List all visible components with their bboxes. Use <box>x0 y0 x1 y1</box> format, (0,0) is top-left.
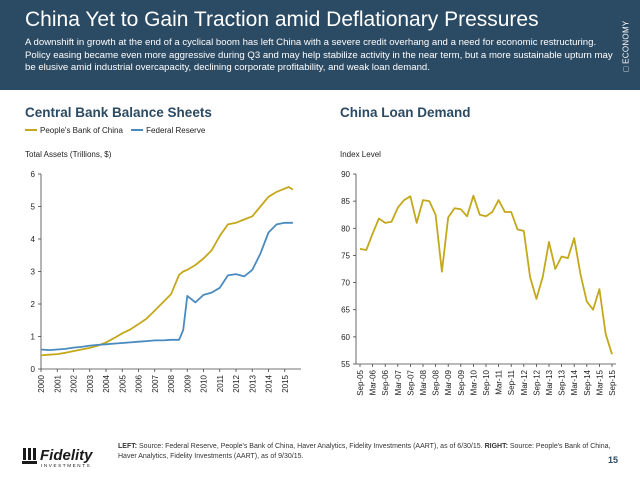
legend-label-pboc: People's Bank of China <box>40 125 123 135</box>
right-x-tick-label: Mar-15 <box>595 369 604 395</box>
right-chart-y-axis-title: Index Level <box>340 150 381 159</box>
left-x-tick-label: 2005 <box>118 374 127 392</box>
left-x-tick-label: 2012 <box>232 374 241 392</box>
series-line-loan-demand <box>359 194 613 355</box>
left-x-tick-label: 2006 <box>135 374 144 392</box>
page-number: 15 <box>608 455 619 465</box>
page-subtitle: A downshift in growth at the end of a cy… <box>25 37 613 73</box>
right-x-tick-label: Sep-09 <box>457 369 466 395</box>
legend-item-fed: Federal Reserve <box>131 126 205 135</box>
source-note: LEFT: Source: Federal Reserve, People's … <box>118 442 613 462</box>
right-y-tick-label: 75 <box>341 251 350 260</box>
left-y-tick-label: 5 <box>31 203 36 212</box>
right-y-tick-label: 80 <box>341 224 350 233</box>
source-left-text: Source: Federal Reserve, People's Bank o… <box>139 443 483 450</box>
left-x-tick-label: 2015 <box>281 374 290 392</box>
left-x-tick-label: 2014 <box>265 374 274 392</box>
fidelity-logo: Fidelity INVESTMENTS <box>22 447 93 468</box>
right-x-tick-label: Sep-15 <box>608 369 617 395</box>
right-x-tick-label: Mar-08 <box>419 369 428 395</box>
right-y-tick-label: 90 <box>341 170 350 179</box>
left-chart-y-axis-title: Total Assets (Trillions, $) <box>25 150 112 159</box>
right-y-tick-label: 65 <box>341 306 350 315</box>
right-x-tick-label: Mar-14 <box>570 369 579 395</box>
right-x-tick-label: Sep-11 <box>507 369 516 395</box>
left-y-tick-label: 0 <box>31 365 36 374</box>
legend-label-fed: Federal Reserve <box>146 125 206 135</box>
fidelity-logo-mark <box>22 448 37 464</box>
right-x-tick-label: Mar-12 <box>520 369 529 395</box>
left-chart-legend: People's Bank of China Federal Reserve <box>25 124 211 138</box>
right-y-tick-label: 60 <box>341 333 350 342</box>
left-x-tick-label: 2001 <box>53 374 62 392</box>
right-x-tick-label: Sep-05 <box>356 369 365 395</box>
page-title: China Yet to Gain Traction amid Deflatio… <box>25 8 539 31</box>
fidelity-logo-subtext: INVESTMENTS <box>41 463 91 468</box>
right-x-tick-label: Sep-07 <box>406 369 415 395</box>
left-y-tick-label: 2 <box>31 300 36 309</box>
right-y-tick-label: 70 <box>341 279 350 288</box>
right-x-tick-label: Mar-10 <box>469 369 478 395</box>
right-chart-title: China Loan Demand <box>340 105 471 120</box>
legend-swatch-pboc <box>25 129 37 131</box>
left-x-tick-label: 2003 <box>86 374 95 392</box>
left-x-tick-label: 2008 <box>167 374 176 392</box>
series-line-pboc <box>40 186 294 357</box>
right-x-tick-label: Mar-09 <box>444 369 453 395</box>
left-x-tick-label: 2013 <box>248 374 257 392</box>
right-x-tick-label: Sep-08 <box>432 369 441 395</box>
legend-item-pboc: People's Bank of China <box>25 126 123 135</box>
right-x-tick-label: Sep-12 <box>532 369 541 395</box>
right-x-tick-label: Sep-13 <box>558 369 567 395</box>
left-x-tick-label: 2004 <box>102 374 111 392</box>
left-chart-title: Central Bank Balance Sheets <box>25 105 212 120</box>
left-x-tick-label: 2009 <box>183 374 192 392</box>
right-x-tick-label: Mar-11 <box>495 369 504 394</box>
legend-swatch-fed <box>131 129 144 131</box>
left-y-tick-label: 3 <box>31 268 36 277</box>
left-y-tick-label: 4 <box>31 235 36 244</box>
right-x-tick-label: Mar-07 <box>394 369 403 395</box>
right-x-tick-label: Sep-10 <box>482 369 491 395</box>
left-x-tick-label: 2011 <box>216 374 225 392</box>
right-x-tick-label: Sep-06 <box>381 369 390 395</box>
left-y-tick-label: 6 <box>31 170 36 179</box>
source-right-text: Source: People's Bank of China, Haver An… <box>118 443 611 460</box>
source-right-label: RIGHT: <box>484 443 508 450</box>
left-y-tick-label: 1 <box>31 333 36 342</box>
header-banner: China Yet to Gain Traction amid Deflatio… <box>0 0 640 90</box>
fidelity-logo-text: Fidelity <box>40 447 93 464</box>
left-x-tick-label: 2000 <box>37 374 46 392</box>
right-y-tick-label: 55 <box>341 360 350 369</box>
source-left-label: LEFT: <box>118 443 138 450</box>
right-y-tick-label: 85 <box>341 197 350 206</box>
right-x-tick-label: Sep-14 <box>583 369 592 395</box>
left-x-tick-label: 2007 <box>151 374 160 392</box>
right-x-tick-label: Mar-13 <box>545 369 554 395</box>
left-x-tick-label: 2010 <box>200 374 209 392</box>
left-x-tick-label: 2002 <box>70 374 79 392</box>
right-x-tick-label: Mar-06 <box>369 369 378 395</box>
series-line-fed <box>40 221 293 352</box>
